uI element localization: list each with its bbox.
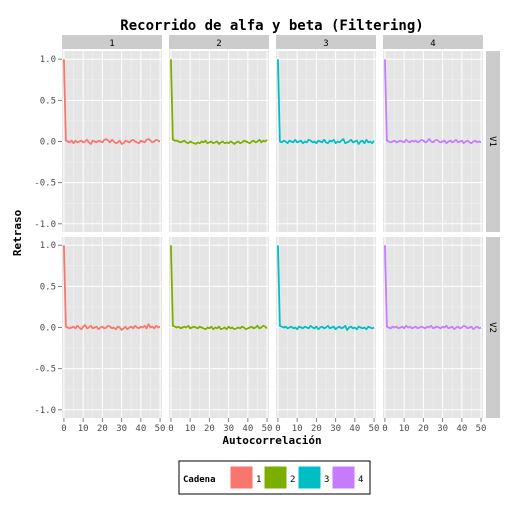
facet-strip-row-label: V1 — [487, 136, 497, 147]
x-tick-label: 50 — [369, 424, 380, 434]
x-tick-label: 40 — [349, 424, 360, 434]
x-tick-label: 40 — [456, 424, 467, 434]
x-tick-label: 40 — [135, 424, 146, 434]
legend-swatch-1 — [229, 465, 254, 490]
series-line-V2-2 — [170, 245, 268, 331]
legend-swatch-4 — [331, 465, 356, 490]
series-line-V1-2 — [170, 59, 268, 145]
legend-title: Cadena — [183, 475, 216, 485]
series-line-V2-4 — [384, 245, 482, 331]
facet-strip-row-label: V2 — [487, 322, 497, 333]
series-line-V1-4 — [384, 59, 482, 145]
y-tick-label: -1.0 — [34, 406, 56, 416]
chart-title: Recorrido de alfa y beta (Filtering) — [120, 18, 423, 34]
legend-swatch-3 — [297, 465, 322, 490]
x-tick-label: 20 — [311, 424, 322, 434]
x-tick-label: 20 — [418, 424, 429, 434]
facet-strip-col-2 — [169, 35, 269, 49]
facet-strip-col-4 — [383, 35, 483, 49]
x-tick-label: 20 — [97, 424, 108, 434]
x-tick-label: 10 — [292, 424, 303, 434]
x-tick-label: 0 — [382, 424, 387, 434]
y-tick-label: 1.0 — [40, 55, 56, 65]
y-tick-label: 0.0 — [40, 324, 56, 334]
legend-swatch-2 — [263, 465, 288, 490]
facet-strip-col-1 — [62, 35, 162, 49]
legend-item-label: 2 — [290, 475, 295, 485]
y-tick-label: 0.5 — [40, 96, 56, 106]
x-tick-label: 50 — [476, 424, 487, 434]
x-tick-label: 30 — [116, 424, 127, 434]
x-tick-label: 20 — [204, 424, 215, 434]
x-tick-label: 10 — [399, 424, 410, 434]
y-tick-label: -1.0 — [34, 220, 56, 230]
x-tick-label: 50 — [155, 424, 166, 434]
x-tick-label: 50 — [262, 424, 273, 434]
x-tick-label: 30 — [223, 424, 234, 434]
x-tick-label: 0 — [61, 424, 66, 434]
x-tick-label: 0 — [168, 424, 173, 434]
series-line-V1-3 — [277, 59, 375, 145]
series-line-V2-3 — [277, 245, 375, 331]
legend: Cadena 1 2 3 4 — [178, 460, 371, 495]
y-axis-label: Retraso — [11, 209, 24, 256]
x-tick-label: 40 — [242, 424, 253, 434]
facet-strip-col-label: 4 — [430, 39, 435, 49]
y-tick-label: -0.5 — [34, 365, 56, 375]
x-tick-label: 30 — [330, 424, 341, 434]
x-axis-label: Autocorrelación — [222, 434, 321, 447]
y-tick-label: 0.5 — [40, 282, 56, 292]
series-line-V2-1 — [63, 245, 161, 331]
facet-strip-col-label: 2 — [216, 39, 221, 49]
facet-strip-row-V2 — [486, 237, 500, 418]
y-tick-label: 0.0 — [40, 138, 56, 148]
series-line-V1-1 — [63, 59, 161, 145]
y-tick-label: 1.0 — [40, 241, 56, 251]
legend-items: 1 2 3 4 — [229, 465, 363, 490]
facet-strip-col-label: 1 — [109, 39, 114, 49]
x-tick-label: 10 — [78, 424, 89, 434]
y-tick-label: -0.5 — [34, 179, 56, 189]
facet-strip-row-V1 — [486, 51, 500, 232]
x-tick-label: 30 — [437, 424, 448, 434]
legend-item-label: 1 — [256, 475, 261, 485]
legend-item-label: 3 — [324, 475, 329, 485]
facet-strip-col-label: 3 — [323, 39, 328, 49]
legend-item-label: 4 — [358, 475, 363, 485]
x-tick-label: 0 — [275, 424, 280, 434]
facet-grid: 1 2 3 4 V1 V2 -1.0 -0.5 0.0 0.5 1.0 -1.0 -0.5 0.0 0.5 1… — [34, 35, 500, 434]
x-tick-label: 10 — [185, 424, 196, 434]
facet-strip-col-3 — [276, 35, 376, 49]
